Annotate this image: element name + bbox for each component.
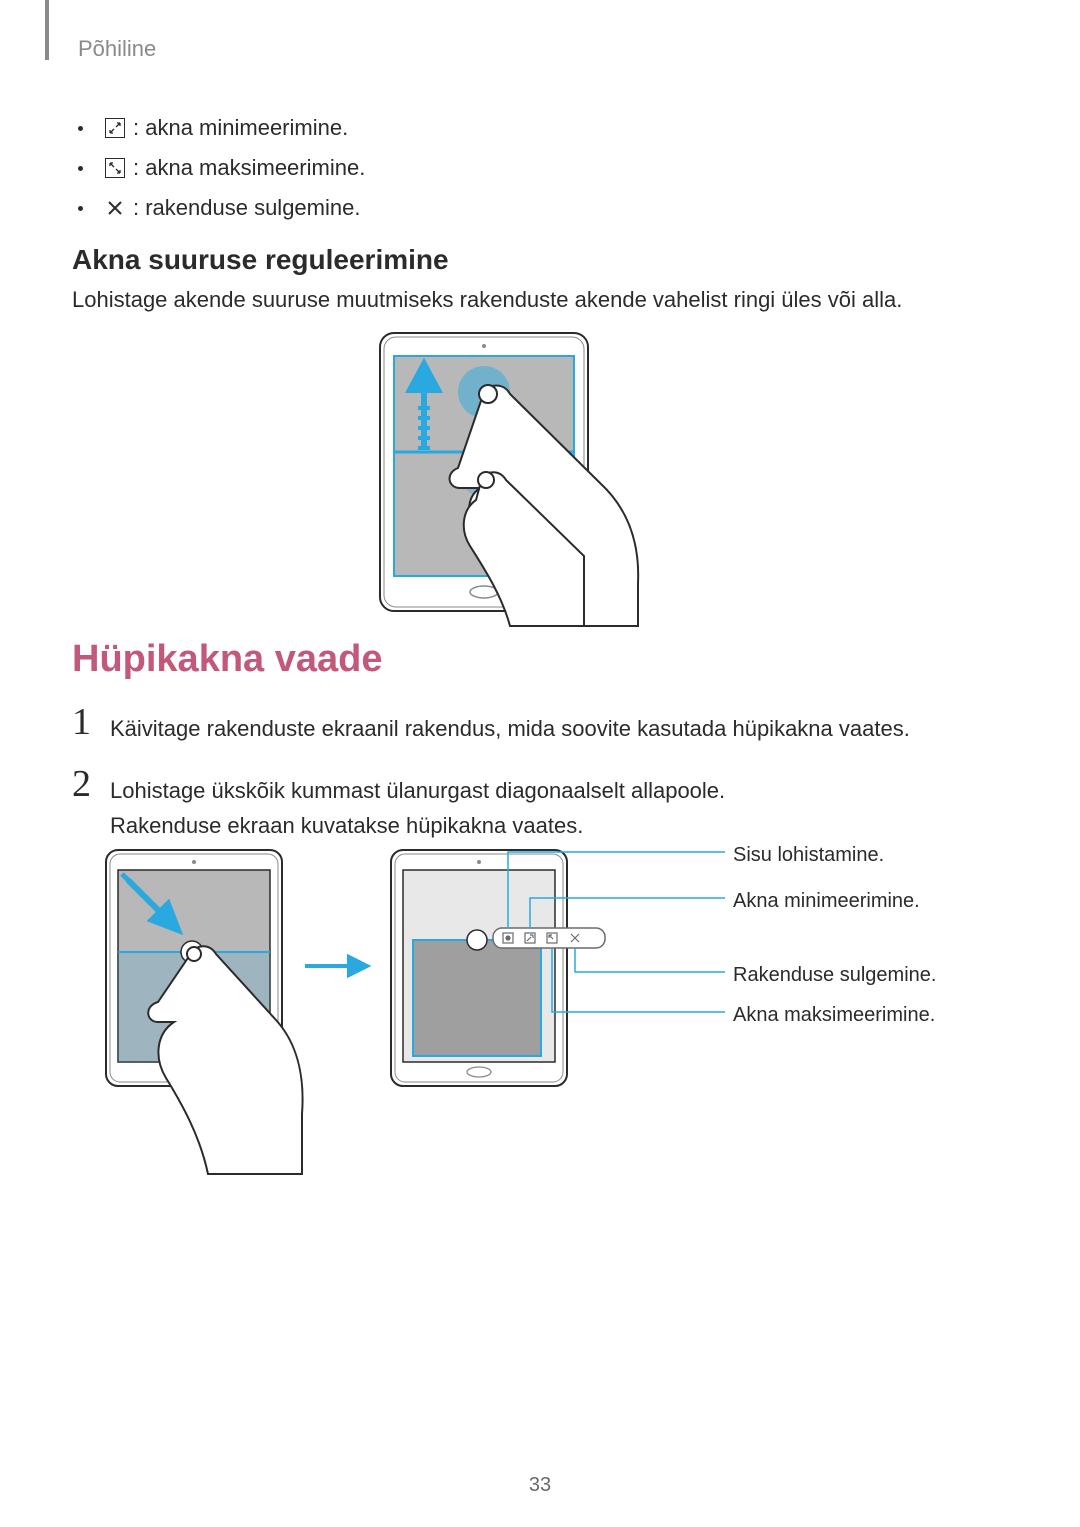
list-item-text: : akna minimeerimine. xyxy=(133,115,348,141)
bullet-dot xyxy=(78,126,83,131)
section-heading-popup: Hüpikakna vaade xyxy=(72,638,382,681)
step-text-1: Käivitage rakenduste ekraanil rakendus, … xyxy=(110,711,970,746)
section-heading-resize: Akna suuruse reguleerimine xyxy=(72,244,449,276)
list-item-text: : akna maksimeerimine. xyxy=(133,155,365,181)
margin-tab xyxy=(45,0,49,60)
callout-drag: Sisu lohistamine. xyxy=(733,844,884,867)
list-item: : akna maksimeerimine. xyxy=(78,155,365,181)
bullet-dot xyxy=(78,166,83,171)
section-body-resize: Lohistage akende suuruse muutmiseks rake… xyxy=(72,285,952,316)
step-number-2: 2 xyxy=(72,762,91,806)
breadcrumb: Põhiline xyxy=(78,36,156,62)
step-number-1: 1 xyxy=(72,700,91,744)
minimize-icon xyxy=(105,118,125,138)
figure-resize-window xyxy=(370,328,670,633)
list-item: : rakenduse sulgemine. xyxy=(78,195,365,221)
list-item-text: : rakenduse sulgemine. xyxy=(133,195,360,221)
icon-legend-list: : akna minimeerimine. : akna maksimeerim… xyxy=(78,115,365,235)
page-number: 33 xyxy=(0,1474,1080,1497)
callout-maximize: Akna maksimeerimine. xyxy=(733,1004,935,1027)
figure-popup-row: Sisu lohistamine. Akna minimeerimine. Ra… xyxy=(100,844,1000,1164)
callout-minimize: Akna minimeerimine. xyxy=(733,890,920,913)
callout-close: Rakenduse sulgemine. xyxy=(733,964,936,987)
step-text-2: Lohistage ükskõik kummast ülanurgast dia… xyxy=(110,773,970,843)
close-icon xyxy=(105,198,125,218)
bullet-dot xyxy=(78,206,83,211)
list-item: : akna minimeerimine. xyxy=(78,115,365,141)
maximize-icon xyxy=(105,158,125,178)
